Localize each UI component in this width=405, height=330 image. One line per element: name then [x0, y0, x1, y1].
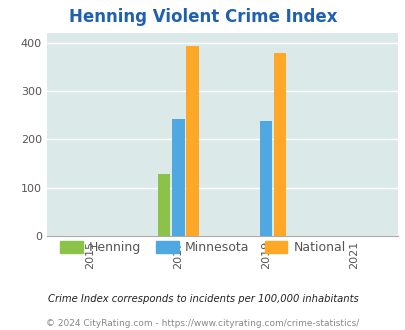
Bar	[259, 121, 272, 236]
Legend: Henning, Minnesota, National: Henning, Minnesota, National	[55, 236, 350, 259]
Bar	[186, 46, 198, 236]
Bar	[273, 53, 286, 236]
Bar	[158, 174, 170, 236]
Text: Henning Violent Crime Index: Henning Violent Crime Index	[68, 8, 337, 26]
Text: Crime Index corresponds to incidents per 100,000 inhabitants: Crime Index corresponds to incidents per…	[47, 294, 358, 304]
Bar	[172, 119, 184, 236]
Text: © 2024 CityRating.com - https://www.cityrating.com/crime-statistics/: © 2024 CityRating.com - https://www.city…	[46, 319, 359, 328]
